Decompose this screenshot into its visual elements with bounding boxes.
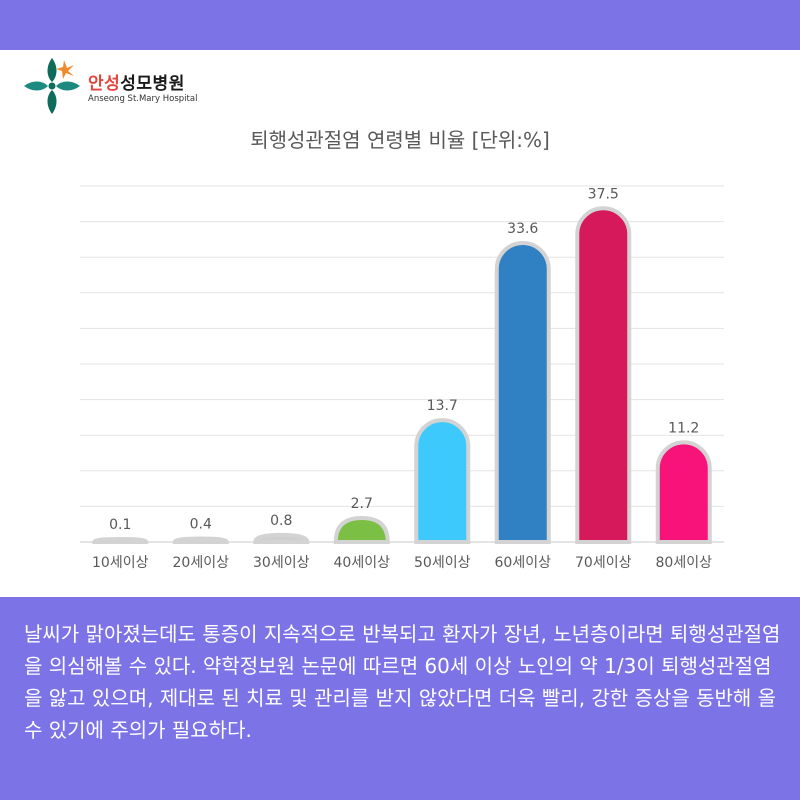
- bar-60세이상: [494, 240, 551, 544]
- category-label: 30세이상: [253, 555, 310, 571]
- bar-10세이상: [92, 536, 149, 544]
- category-label: 20세이상: [173, 555, 230, 571]
- value-label: 37.5: [588, 186, 619, 202]
- hospital-name-prefix: 안성: [88, 74, 121, 94]
- bar-80세이상: [655, 440, 712, 544]
- chart-bars: [92, 206, 712, 544]
- bottom-band: [0, 597, 800, 800]
- hospital-logo: 안성성모병원 Anseong St.Mary Hospital: [22, 56, 222, 116]
- bar-chart: 0.1 0.4 0.8 2.7 13.7 33.6 37.5 11.2 10세이상 20세이상 3…: [80, 185, 724, 571]
- value-label: 33.6: [507, 221, 538, 237]
- chart-value-labels: 0.1 0.4 0.8 2.7 13.7 33.6 37.5 11.2: [109, 186, 699, 533]
- category-label: 70세이상: [575, 555, 632, 571]
- bar-30세이상: [253, 532, 310, 544]
- chart-category-labels: 10세이상 20세이상 30세이상 40세이상 50세이상 60세이상 70세이상 80세이상: [92, 555, 712, 571]
- category-label: 10세이상: [92, 555, 149, 571]
- hospital-subtitle: Anseong St.Mary Hospital: [88, 94, 198, 104]
- value-label: 0.1: [109, 517, 131, 533]
- bar-50세이상: [414, 418, 471, 544]
- bar-70세이상: [575, 206, 632, 544]
- bar-20세이상: [172, 536, 229, 544]
- value-label: 0.8: [270, 513, 292, 529]
- category-label: 50세이상: [414, 555, 471, 571]
- value-label: 2.7: [351, 496, 373, 512]
- chart-title: 퇴행성관절염 연령별 비율 [단위:%]: [250, 128, 550, 152]
- hospital-name-suffix: 성모병원: [120, 74, 185, 94]
- category-label: 80세이상: [656, 555, 713, 571]
- value-label: 11.2: [668, 420, 699, 436]
- bar-40세이상: [333, 515, 390, 544]
- category-label: 60세이상: [495, 555, 552, 571]
- description-paragraph: 날씨가 맑아졌는데도 통증이 지속적으로 반복되고 환자가 장년, 노년층이라면…: [24, 622, 781, 742]
- cross-logo-icon: [24, 58, 80, 114]
- top-band: [0, 0, 800, 50]
- category-label: 40세이상: [334, 555, 391, 571]
- value-label: 13.7: [427, 398, 458, 414]
- value-label: 0.4: [190, 516, 212, 532]
- hospital-name: 안성성모병원: [88, 69, 185, 94]
